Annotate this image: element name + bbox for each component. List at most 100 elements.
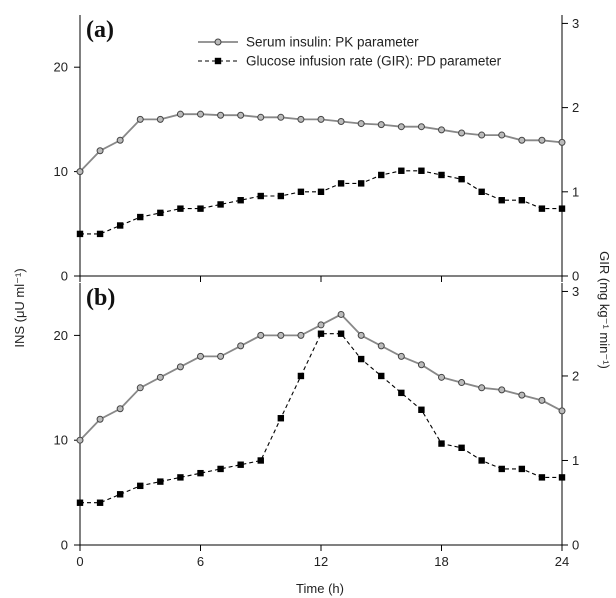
legend-insulin-label: Serum insulin: PK parameter — [246, 35, 419, 50]
gir-point — [237, 197, 244, 204]
gir-point — [518, 197, 526, 204]
y2-tick-label: 0 — [572, 538, 579, 553]
gir-point — [357, 355, 365, 363]
y-tick-label: 20 — [54, 328, 68, 343]
insulin-point — [96, 415, 104, 423]
x-tick-label: 6 — [197, 554, 204, 569]
y-tick-label: 20 — [54, 60, 68, 75]
gir-point — [317, 330, 325, 337]
gir-point — [277, 192, 285, 200]
gir-point — [217, 465, 224, 473]
gir-point — [116, 491, 124, 498]
x-tick-label: 18 — [434, 554, 448, 569]
insulin-point — [438, 126, 445, 134]
legend: Serum insulin: PK parameter Glucose infus… — [198, 35, 502, 69]
insulin-point — [116, 136, 124, 144]
gir-point — [558, 205, 566, 212]
gir-point — [96, 499, 104, 506]
gir-point — [498, 465, 505, 473]
insulin-point — [478, 131, 486, 139]
gir-point — [478, 457, 485, 464]
y2-tick-label: 1 — [572, 184, 579, 199]
gir-point — [177, 205, 184, 212]
gir-point — [317, 188, 325, 196]
x-tick-label: 0 — [76, 554, 83, 569]
y-axis-label-right: GIR (mg kg⁻¹ min⁻¹) — [597, 251, 612, 369]
insulin-point — [176, 363, 184, 371]
panel-label: (a) — [86, 17, 114, 43]
gir-line — [80, 333, 562, 504]
gir-point — [398, 389, 405, 397]
legend-insulin-swatch-marker — [214, 38, 222, 46]
gir-point — [418, 167, 425, 174]
y-axis-label-left: INS (μU ml⁻¹) — [12, 268, 27, 347]
y-tick-label: 10 — [54, 433, 68, 448]
y2-tick-label: 2 — [572, 100, 579, 115]
series-gir — [76, 330, 566, 506]
gir-point — [197, 205, 204, 212]
gir-point — [337, 330, 345, 337]
insulin-point — [156, 115, 164, 123]
insulin-point — [217, 352, 225, 360]
y2-tick-label: 0 — [572, 269, 579, 284]
insulin-point — [518, 136, 526, 144]
insulin-point — [277, 113, 285, 121]
x-tick-label: 24 — [555, 554, 569, 569]
insulin-point — [417, 123, 425, 131]
insulin-point — [458, 129, 466, 137]
legend-gir-label: Glucose infusion rate (GIR): PD paramete… — [246, 54, 502, 69]
insulin-point — [498, 386, 506, 394]
gir-point — [438, 171, 445, 179]
gir-point — [237, 461, 244, 468]
gir-point — [76, 499, 84, 506]
gir-point — [257, 457, 264, 464]
gir-point — [498, 197, 505, 204]
gir-point — [558, 474, 566, 481]
gir-point — [458, 444, 465, 452]
gir-point — [116, 222, 124, 229]
gir-point — [438, 440, 445, 447]
gir-point — [76, 230, 84, 238]
insulin-point — [357, 120, 365, 128]
insulin-point — [197, 110, 204, 118]
insulin-point — [438, 373, 445, 381]
insulin-point — [397, 352, 405, 360]
gir-point — [478, 188, 485, 196]
y2-tick-label: 3 — [572, 16, 579, 31]
gir-point — [277, 415, 285, 422]
insulin-point — [96, 147, 104, 155]
insulin-point — [558, 138, 566, 146]
insulin-point — [116, 405, 124, 413]
legend-gir-swatch-marker — [214, 57, 222, 65]
insulin-point — [478, 384, 486, 392]
gir-point — [96, 230, 104, 238]
insulin-point — [76, 436, 84, 444]
insulin-point — [498, 131, 506, 139]
insulin-point — [317, 321, 325, 329]
insulin-point — [257, 113, 265, 121]
insulin-point — [297, 115, 305, 123]
gir-point — [538, 205, 546, 212]
insulin-point — [558, 407, 566, 415]
gir-point — [197, 469, 204, 477]
gir-point — [458, 175, 465, 183]
insulin-point — [518, 391, 526, 399]
gir-point — [297, 372, 305, 380]
insulin-point — [297, 331, 305, 339]
gir-point — [137, 482, 144, 490]
gir-point — [518, 465, 526, 473]
gir-point — [157, 478, 164, 485]
insulin-point — [538, 136, 546, 144]
gir-point — [378, 372, 385, 380]
insulin-point — [397, 123, 405, 131]
gir-point — [538, 474, 546, 481]
x-tick-label: 12 — [314, 554, 328, 569]
series-insulin — [76, 310, 566, 444]
insulin-point — [76, 168, 84, 176]
insulin-point — [136, 115, 144, 123]
insulin-point — [176, 110, 184, 118]
y-tick-label: 0 — [61, 269, 68, 284]
insulin-point — [377, 121, 385, 129]
